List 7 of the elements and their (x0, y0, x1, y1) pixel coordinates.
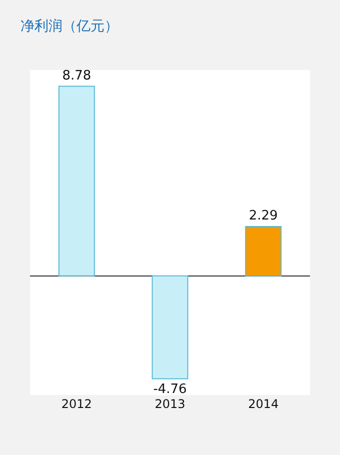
chart-title: 净利润（亿元） (20, 18, 118, 34)
data-label: 2.29 (248, 208, 278, 224)
x-tick-label: 2012 (61, 397, 92, 411)
x-tick-label: 2014 (248, 397, 279, 411)
x-tick-label: 2013 (154, 397, 186, 411)
data-label: 8.78 (62, 68, 92, 84)
data-label: -4.76 (153, 382, 187, 397)
